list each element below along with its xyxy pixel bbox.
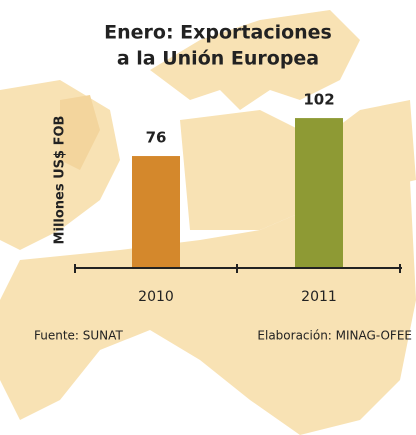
y-axis-label: Millones US$ FOB [53,116,68,245]
value-label: 102 [303,91,334,109]
credit-note: Elaboración: MINAG-OFEE [257,329,412,343]
chart-title: a la Unión Europea [117,48,319,70]
chart-title: Enero: Exportaciones [104,22,332,44]
bar [132,156,180,267]
value-label: 76 [146,129,167,147]
x-tick-label: 2010 [138,289,174,305]
bar [295,118,343,267]
x-tick-label: 2011 [301,289,337,305]
source-note: Fuente: SUNAT [34,329,123,343]
